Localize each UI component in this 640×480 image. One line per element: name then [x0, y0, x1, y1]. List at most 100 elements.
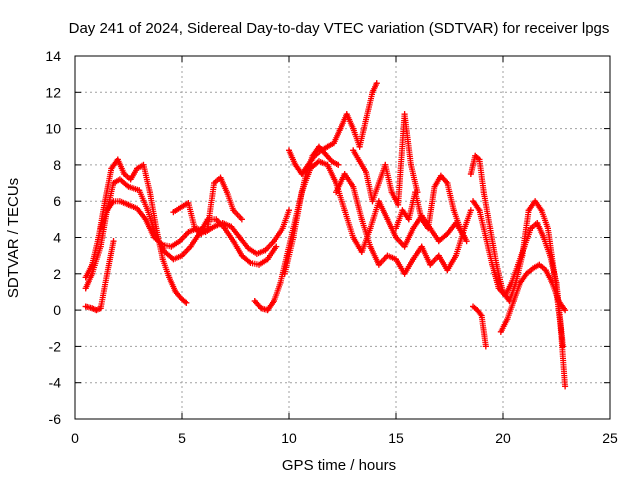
data-point	[425, 225, 432, 232]
data-point	[238, 216, 245, 223]
data-point	[335, 161, 342, 168]
data-point	[444, 267, 451, 274]
data-point	[179, 296, 185, 303]
data-point	[418, 216, 425, 223]
data-point	[277, 279, 284, 286]
data-point	[140, 161, 147, 168]
data-point	[393, 234, 399, 241]
tick-layer: 0 5 10 15 20 25 -6 -4 -2 0 2 4 6 8 10 12 14	[45, 48, 618, 446]
data-point	[544, 225, 551, 232]
data-point	[358, 216, 365, 223]
data-point	[410, 256, 417, 263]
data-point	[219, 219, 226, 226]
data-point	[324, 161, 331, 168]
data-point	[517, 279, 524, 286]
data-point	[264, 307, 271, 314]
data-point	[179, 203, 185, 210]
data-point	[523, 270, 530, 277]
data-point	[198, 230, 205, 237]
data-point	[412, 189, 419, 196]
data-point	[146, 189, 153, 196]
data-point	[179, 252, 185, 259]
data-point	[290, 234, 297, 241]
data-point	[401, 243, 408, 250]
series-track-1	[82, 156, 190, 306]
data-point	[418, 243, 425, 250]
data-point	[116, 198, 123, 205]
data-point	[363, 169, 370, 176]
data-point	[514, 261, 521, 268]
x-axis-label: GPS time / hours	[282, 457, 396, 474]
data-point	[230, 238, 237, 245]
data-point	[472, 152, 479, 159]
data-point	[435, 238, 442, 245]
data-point	[273, 243, 280, 250]
data-point	[495, 285, 502, 292]
data-point	[356, 143, 363, 150]
y-tick-label: 14	[45, 48, 61, 64]
data-point	[410, 225, 417, 232]
data-point	[245, 245, 252, 252]
chart-title: Day 241 of 2024, Sidereal Day-to-day VTE…	[69, 20, 610, 37]
data-point	[279, 225, 286, 232]
data-point	[373, 80, 380, 87]
data-point	[217, 174, 224, 181]
data-point	[185, 229, 192, 236]
data-point	[170, 256, 177, 263]
data-point	[384, 252, 391, 259]
data-point	[230, 207, 237, 214]
data-point	[236, 234, 243, 241]
data-point	[134, 205, 141, 212]
data-point	[367, 243, 374, 250]
data-point	[101, 198, 108, 205]
data-point	[104, 207, 111, 214]
data-point	[311, 152, 318, 159]
data-point	[482, 234, 489, 241]
data-point	[350, 125, 357, 132]
data-point	[401, 111, 408, 118]
data-point	[532, 198, 539, 205]
data-point	[549, 279, 556, 286]
data-point	[110, 238, 117, 245]
data-point	[555, 298, 562, 305]
data-point	[183, 299, 190, 306]
series-track-15	[497, 261, 569, 335]
data-point	[82, 303, 89, 310]
data-point	[375, 261, 382, 268]
data-point	[108, 165, 115, 172]
y-tick-label: 10	[45, 121, 61, 137]
data-point	[521, 243, 528, 250]
data-point	[510, 298, 517, 305]
data-point	[318, 147, 325, 154]
data-point	[271, 238, 278, 245]
data-point	[238, 252, 245, 259]
data-point	[305, 161, 312, 168]
data-point	[467, 207, 474, 214]
data-point	[97, 305, 104, 312]
data-point	[375, 180, 382, 187]
data-point	[542, 267, 549, 274]
data-point	[497, 328, 504, 335]
data-point	[470, 303, 477, 310]
data-point	[110, 198, 117, 205]
data-point	[444, 180, 451, 187]
data-point	[463, 238, 470, 245]
data-point	[504, 316, 511, 323]
data-point	[223, 189, 230, 196]
data-point	[97, 243, 104, 250]
data-point	[281, 270, 288, 277]
y-tick-label: -6	[49, 411, 62, 427]
data-point	[258, 305, 265, 312]
y-tick-label: 12	[45, 84, 61, 100]
y-tick-label: 0	[53, 302, 61, 318]
x-tick-label: 15	[388, 430, 404, 446]
data-point	[136, 187, 143, 194]
data-point	[341, 207, 348, 214]
data-point	[480, 189, 487, 196]
data-point	[286, 147, 292, 154]
data-point	[247, 259, 254, 266]
data-point	[482, 343, 489, 350]
data-point	[534, 219, 541, 226]
data-point	[343, 111, 350, 118]
data-point	[151, 234, 158, 241]
